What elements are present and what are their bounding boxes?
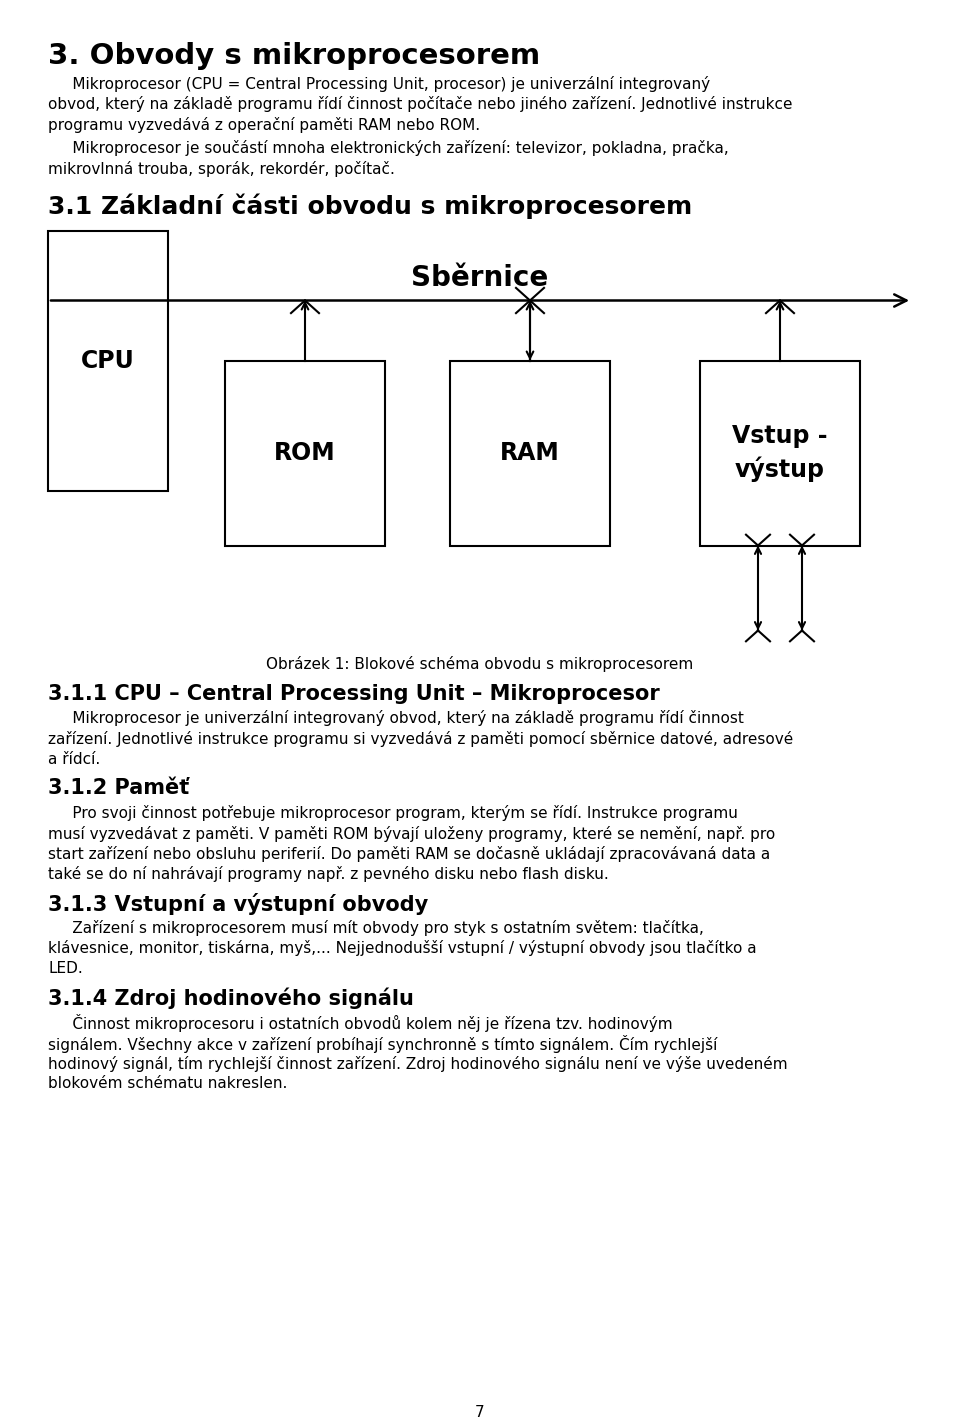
Text: Obrázek 1: Blokové schéma obvodu s mikroprocesorem: Obrázek 1: Blokové schéma obvodu s mikro… (266, 655, 694, 671)
Text: také se do ní nahrávají programy např. z pevného disku nebo flash disku.: také se do ní nahrávají programy např. z… (48, 867, 609, 883)
Bar (225, 360, 385, 545)
Text: Mikroprocesor je součástí mnoha elektronických zařízení: televizor, pokladna, pr: Mikroprocesor je součástí mnoha elektron… (48, 140, 729, 157)
Text: musí vyzvedávat z paměti. V paměti ROM bývají uloženy programy, které se nemění,: musí vyzvedávat z paměti. V paměti ROM b… (48, 825, 776, 841)
Text: Pro svoji činnost potřebuje mikroprocesor program, kterým se řídí. Instrukce pro: Pro svoji činnost potřebuje mikroproceso… (48, 805, 738, 821)
Text: klávesnice, monitor, tiskárna, myš,... Nejjednodušší vstupní / výstupní obvody j: klávesnice, monitor, tiskárna, myš,... N… (48, 941, 756, 957)
Text: a řídcí.: a řídcí. (48, 751, 100, 767)
Text: Zařízení s mikroprocesorem musí mít obvody pro styk s ostatním světem: tlačítka,: Zařízení s mikroprocesorem musí mít obvo… (48, 920, 704, 935)
Text: start zařízení nebo obsluhu periferií. Do paměti RAM se dočasně ukládají zpracov: start zařízení nebo obsluhu periferií. D… (48, 845, 770, 863)
Text: 3.1.1 CPU – Central Processing Unit – Mikroprocesor: 3.1.1 CPU – Central Processing Unit – Mi… (48, 684, 660, 704)
Text: CPU: CPU (82, 348, 134, 373)
Text: hodinový signál, tím rychlejší činnost zařízení. Zdroj hodinového signálu není v: hodinový signál, tím rychlejší činnost z… (48, 1055, 787, 1071)
Text: Mikroprocesor (CPU = Central Processing Unit, procesor) je univerzální integrova: Mikroprocesor (CPU = Central Processing … (48, 76, 710, 91)
Text: ROM: ROM (275, 441, 336, 466)
Text: RAM: RAM (500, 441, 560, 466)
Bar (48, 230, 168, 490)
Bar (450, 360, 610, 545)
Text: programu vyzvedává z operační paměti RAM nebo ROM.: programu vyzvedává z operační paměti RAM… (48, 117, 480, 133)
Text: 3. Obvody s mikroprocesorem: 3. Obvody s mikroprocesorem (48, 41, 540, 70)
Text: Mikroprocesor je univerzální integrovaný obvod, který na základě programu řídí č: Mikroprocesor je univerzální integrovaný… (48, 711, 744, 727)
Text: 3.1.3 Vstupní a výstupní obvody: 3.1.3 Vstupní a výstupní obvody (48, 892, 428, 915)
Text: 3.1 Základní části obvodu s mikroprocesorem: 3.1 Základní části obvodu s mikroproceso… (48, 194, 692, 218)
Text: blokovém schématu nakreslen.: blokovém schématu nakreslen. (48, 1077, 287, 1091)
Text: Sběrnice: Sběrnice (412, 264, 548, 293)
Text: mikrovlnná trouba, sporák, rekordér, počítač.: mikrovlnná trouba, sporák, rekordér, poč… (48, 161, 395, 177)
Text: Vstup -
výstup: Vstup - výstup (732, 424, 828, 481)
Text: zařízení. Jednotlivé instrukce programu si vyzvedává z paměti pomocí sběrnice da: zařízení. Jednotlivé instrukce programu … (48, 731, 793, 747)
Text: 7: 7 (475, 1405, 485, 1419)
Text: 3.1.4 Zdroj hodinového signálu: 3.1.4 Zdroj hodinového signálu (48, 988, 414, 1010)
Text: obvod, který na základě programu řídí činnost počítače nebo jiného zařízení. Jed: obvod, který na základě programu řídí či… (48, 97, 793, 113)
Text: 3.1.2 Paměť: 3.1.2 Paměť (48, 778, 189, 798)
Text: signálem. Všechny akce v zařízení probíhají synchronně s tímto signálem. Čím ryc: signálem. Všechny akce v zařízení probíh… (48, 1035, 717, 1052)
Text: LED.: LED. (48, 961, 83, 975)
Bar (700, 360, 860, 545)
Text: Činnost mikroprocesoru i ostatních obvodů kolem něj je řízena tzv. hodinovým: Činnost mikroprocesoru i ostatních obvod… (48, 1014, 673, 1032)
